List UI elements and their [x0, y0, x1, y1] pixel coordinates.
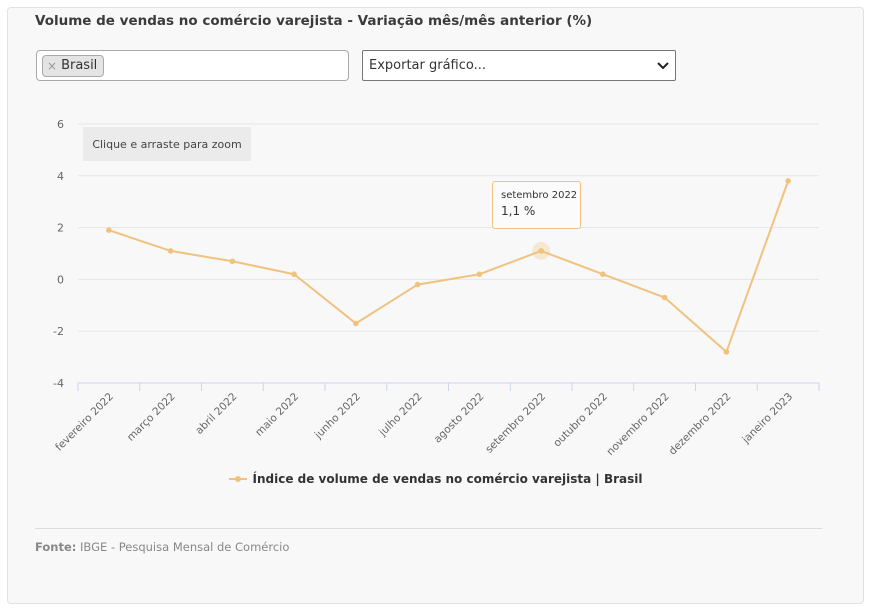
remove-chip-icon[interactable]: × — [47, 59, 58, 73]
zoom-hint: Clique e arraste para zoom — [83, 127, 251, 161]
chevron-down-icon — [657, 61, 669, 69]
chart-card — [7, 7, 864, 604]
data-point — [414, 281, 421, 288]
y-tick-label: -4 — [53, 377, 64, 390]
chart-title: Volume de vendas no comércio varejista -… — [35, 13, 593, 29]
x-tick-label: setembro 2022 — [483, 391, 548, 456]
y-tick-label: 2 — [57, 222, 64, 235]
export-chart-select[interactable]: Exportar gráfico... — [362, 50, 676, 81]
data-point — [353, 320, 359, 327]
x-tick-label: março 2022 — [125, 391, 178, 444]
legend-marker — [228, 474, 247, 484]
x-tick-label: janeiro 2023 — [739, 391, 795, 447]
y-tick-label: 0 — [57, 273, 64, 286]
y-tick-label: -2 — [53, 325, 64, 338]
data-point — [723, 349, 730, 355]
location-chip[interactable]: × Brasil — [42, 55, 105, 77]
source-note: Fonte: IBGE - Pesquisa Mensal de Comérci… — [35, 540, 289, 554]
source-label: Fonte: — [35, 540, 77, 554]
data-point — [661, 294, 668, 301]
data-point — [106, 227, 112, 233]
location-chip-label: Brasil — [61, 58, 98, 73]
tooltip-title: setembro 2022 — [501, 190, 578, 201]
data-point — [229, 258, 236, 265]
data-tooltip: setembro 2022 1,1 % — [492, 181, 581, 229]
divider — [35, 528, 822, 529]
x-tick-label: maio 2022 — [253, 391, 301, 439]
y-tick-label: 6 — [57, 118, 64, 131]
x-tick-label: julho 2022 — [376, 391, 425, 440]
data-point — [600, 271, 606, 278]
x-tick-label: outubro 2022 — [551, 391, 610, 450]
data-point — [291, 271, 297, 278]
x-tick-label: dezembro 2022 — [667, 391, 734, 458]
x-tick-label: novembro 2022 — [604, 391, 671, 458]
data-point — [538, 248, 544, 254]
data-point — [476, 271, 483, 278]
location-filter-input[interactable]: × Brasil — [36, 50, 349, 81]
series-line — [108, 180, 790, 353]
legend-label[interactable]: Índice de volume de vendas no comércio v… — [252, 472, 643, 486]
data-point — [785, 178, 791, 184]
x-tick-label: junho 2022 — [312, 391, 363, 442]
export-select-label: Exportar gráfico... — [369, 58, 487, 73]
x-tick-label: abril 2022 — [193, 391, 239, 437]
y-tick-label: 4 — [57, 170, 64, 183]
source-text: IBGE - Pesquisa Mensal de Comércio — [80, 540, 290, 554]
tooltip-value: 1,1 % — [501, 204, 536, 218]
data-point — [167, 248, 174, 254]
chart-legend[interactable]: Índice de volume de vendas no comércio v… — [0, 470, 871, 488]
x-tick-label: agosto 2022 — [432, 391, 487, 446]
x-tick-label: fevereiro 2022 — [53, 391, 116, 454]
